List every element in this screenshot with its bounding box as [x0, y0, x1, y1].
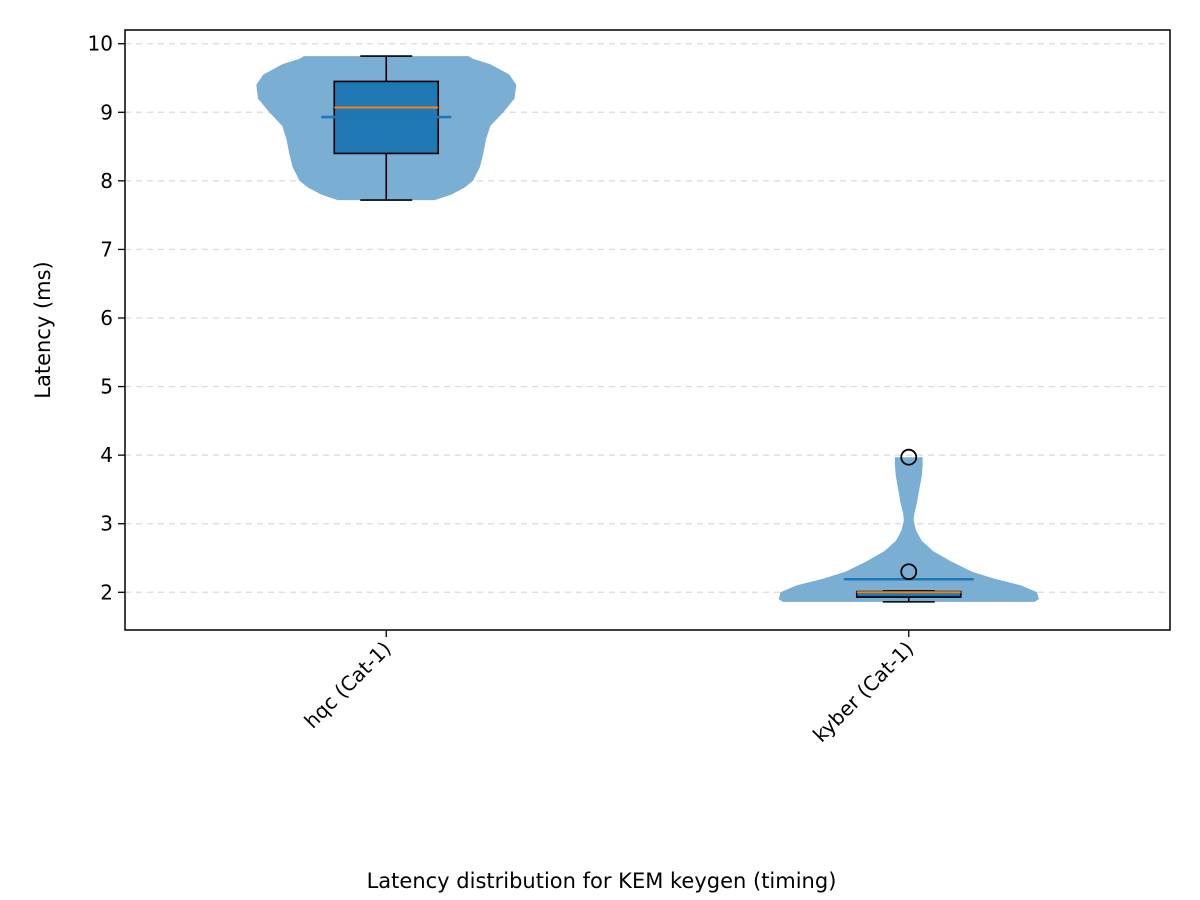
chart-caption: Latency distribution for KEM keygen (tim…: [367, 869, 837, 893]
y-tick-label: 9: [100, 100, 113, 124]
box-plots: [321, 55, 974, 603]
y-tick-label: 6: [100, 306, 113, 330]
x-tick-label: kyber (Cat-1): [808, 637, 918, 747]
y-tick-label: 3: [100, 512, 113, 536]
y-tick-label: 8: [100, 169, 113, 193]
y-tick-label: 4: [100, 443, 113, 467]
y-tick-label: 2: [100, 580, 113, 604]
y-tick-label: 10: [88, 32, 113, 56]
outlier-point: [900, 563, 918, 581]
violin-body: [778, 457, 1039, 602]
x-tick-label: hqc (Cat-1): [299, 637, 395, 733]
y-axis-label: Latency (ms): [31, 261, 55, 398]
y-tick-label: 7: [100, 237, 113, 261]
grid-lines: [125, 43, 1170, 593]
y-tick-label: 5: [100, 375, 113, 399]
plot-area-frame: [124, 29, 1171, 631]
y-axis: 2 3 4 5 6 7 8 9 10: [88, 32, 125, 604]
x-axis: hqc (Cat-1) kyber (Cat-1): [299, 630, 918, 747]
outlier-point: [900, 448, 918, 466]
